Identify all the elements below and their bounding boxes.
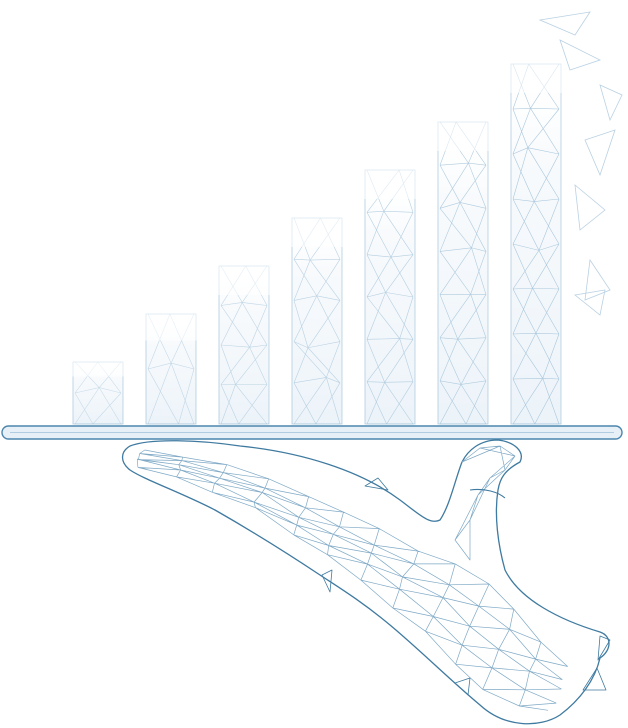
growth-bar [218, 265, 270, 425]
hand-outline [121, 439, 610, 725]
growth-bar [72, 361, 124, 425]
growth-bar [291, 217, 343, 425]
wireframe-hand [121, 439, 611, 725]
growth-bar [437, 121, 489, 425]
bar-chart-graphic [72, 63, 562, 425]
growth-bar [364, 169, 416, 425]
growth-bar [510, 63, 562, 425]
hand-mesh-lines [136, 445, 568, 711]
growth-bar [145, 313, 197, 425]
floating-shards [538, 11, 623, 316]
tray-plate [1, 425, 623, 440]
